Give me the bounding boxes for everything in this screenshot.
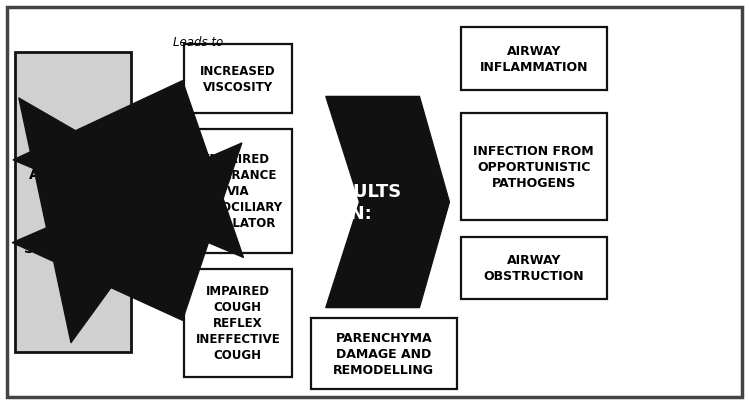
FancyBboxPatch shape <box>184 269 292 377</box>
FancyBboxPatch shape <box>184 45 292 113</box>
FancyBboxPatch shape <box>7 8 742 397</box>
Text: PARENCHYMA
DAMAGE AND
REMODELLING: PARENCHYMA DAMAGE AND REMODELLING <box>333 331 434 376</box>
Text: IMPAIRED
COUGH
REFLEX
INEFFECTIVE
COUGH: IMPAIRED COUGH REFLEX INEFFECTIVE COUGH <box>195 285 280 361</box>
FancyBboxPatch shape <box>15 53 131 352</box>
FancyBboxPatch shape <box>311 318 457 389</box>
Text: INCREASED
VISCOSITY: INCREASED VISCOSITY <box>200 64 276 94</box>
Text: RESULTS
IN:: RESULTS IN: <box>315 182 401 223</box>
Text: AIRWAY
OBSTRUCTION: AIRWAY OBSTRUCTION <box>483 254 584 283</box>
Polygon shape <box>326 97 449 308</box>
Text: IMPAIRED
CLEARANCE
VIA
MUCOCILIARY
ESCALATOR: IMPAIRED CLEARANCE VIA MUCOCILIARY ESCAL… <box>192 153 283 230</box>
FancyBboxPatch shape <box>184 130 292 253</box>
Text: Leads to: Leads to <box>173 36 224 49</box>
Text: DISEASE
AFFECTING
LUNG
AIRWAY
MUCUS
SECRETIONS: DISEASE AFFECTING LUNG AIRWAY MUCUS SECR… <box>24 149 122 256</box>
FancyBboxPatch shape <box>461 28 607 91</box>
FancyBboxPatch shape <box>461 113 607 221</box>
Text: AIRWAY
INFLAMMATION: AIRWAY INFLAMMATION <box>479 45 588 74</box>
Text: INFECTION FROM
OPPORTUNISTIC
PATHOGENS: INFECTION FROM OPPORTUNISTIC PATHOGENS <box>473 145 594 190</box>
FancyBboxPatch shape <box>461 237 607 300</box>
